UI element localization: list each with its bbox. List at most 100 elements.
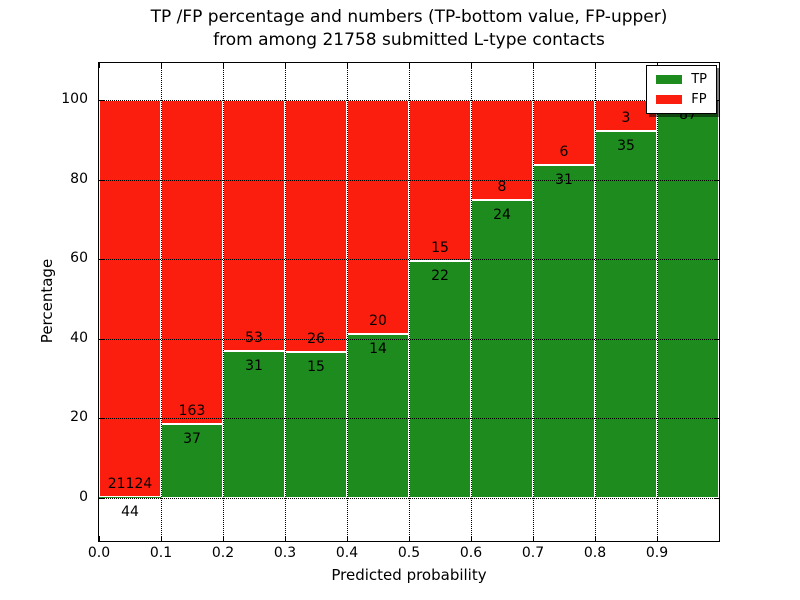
y-tick-label: 0 [79,489,88,505]
fp-count-label: 20 [369,313,387,330]
gridline-vertical [161,63,162,541]
legend-label-tp: TP [691,72,707,87]
x-tick-top [409,63,410,68]
x-tick-bottom [471,536,472,541]
fp-bar-segment [347,100,409,335]
x-tick-top [161,63,162,68]
x-tick-bottom [99,536,100,541]
fp-bar-segment [285,100,347,353]
gridline-vertical [533,63,534,541]
fp-count-label: 15 [431,240,449,257]
gridline-vertical [595,63,596,541]
y-tick-label: 80 [70,170,88,187]
fp-bar-segment [223,100,285,352]
tp-bar-segment [347,334,409,498]
fp-bar-segment [99,100,161,498]
gridline-vertical [285,63,286,541]
gridline-vertical [657,63,658,541]
x-tick-bottom [409,536,410,541]
x-tick-bottom [347,536,348,541]
y-tick-left [99,100,104,101]
tp-bar-segment [657,100,719,498]
fp-count-label: 26 [307,331,325,348]
plot-area: 2112444163375331261520141522824631335087… [98,62,720,542]
x-tick-bottom [533,536,534,541]
fp-count-label: 6 [559,143,569,160]
legend-label-fp: FP [691,92,707,107]
x-tick-top [471,63,472,68]
tp-count-label: 22 [431,268,449,285]
x-tick-label: 0.2 [211,545,235,561]
fp-bar-segment [409,100,471,262]
chart-title-line1: TP /FP percentage and numbers (TP-bottom… [150,7,668,27]
fp-bar-segment [161,100,223,425]
legend: TP FP [646,65,717,114]
x-tick-label: 0.4 [335,545,359,561]
chart-title-line2: from among 21758 submitted L-type contac… [213,30,605,50]
tp-bar-segment [409,261,471,498]
legend-item: FP [656,93,707,106]
x-tick-top [347,63,348,68]
x-tick-bottom [285,536,286,541]
fp-count-label: 3 [621,110,631,127]
x-tick-top [595,63,596,68]
x-tick-label: 0.7 [521,545,545,561]
x-tick-bottom [161,536,162,541]
y-tick-right [714,259,719,261]
x-tick-label: 0.9 [645,545,669,561]
tp-count-label: 15 [307,359,325,376]
gridline-vertical [471,63,472,541]
gridline-vertical [223,63,224,541]
tp-count-label: 37 [183,431,201,448]
tp-bar-segment [533,164,595,498]
y-tick-label: 60 [70,250,88,267]
fp-count-label: 53 [245,330,263,347]
tp-bar-segment [223,351,285,498]
chart-title: TP /FP percentage and numbers (TP-bottom… [98,6,720,52]
tp-bar-segment [595,131,657,498]
x-tick-top [285,63,286,68]
tp-bar-segment [471,199,533,498]
y-tick-right [714,418,719,420]
tp-count-label: 35 [617,138,635,155]
legend-item: TP [656,73,707,86]
x-tick-label: 0.6 [459,545,483,561]
legend-swatch-tp [656,75,683,84]
y-tick-left [99,179,104,181]
x-tick-label: 0.5 [397,545,421,561]
y-tick-right [714,338,719,340]
x-tick-top [99,63,100,68]
x-tick-bottom [595,536,596,541]
x-tick-label: 0.0 [87,545,111,561]
tp-count-label: 24 [493,206,511,223]
tp-count-label: 31 [245,358,263,375]
tp-bar-segment [285,352,347,498]
tp-count-label: 14 [369,341,387,358]
fp-count-label: 21124 [107,476,153,493]
gridline-vertical [409,63,410,541]
y-tick-label: 20 [70,409,88,426]
fp-count-label: 163 [178,403,206,420]
x-tick-bottom [223,536,224,541]
x-tick-label: 0.3 [273,545,297,561]
y-tick-label: 40 [70,329,88,346]
tp-count-label: 31 [555,171,573,188]
x-tick-label: 0.1 [149,545,173,561]
y-tick-right [714,498,719,499]
y-tick-left [99,338,104,340]
legend-swatch-fp [656,95,683,104]
y-tick-label: 100 [61,91,88,107]
y-tick-right [714,179,719,181]
gridline-vertical [347,63,348,541]
y-tick-left [99,418,104,420]
y-tick-left [99,498,104,499]
x-tick-top [533,63,534,68]
y-tick-left [99,259,104,261]
x-tick-label: 0.8 [583,545,607,561]
x-tick-bottom [657,536,658,541]
tp-bar-segment [99,497,161,498]
tp-count-label: 44 [121,504,139,521]
x-tick-top [223,63,224,68]
fp-count-label: 8 [497,178,507,195]
x-axis-label: Predicted probability [331,566,487,584]
